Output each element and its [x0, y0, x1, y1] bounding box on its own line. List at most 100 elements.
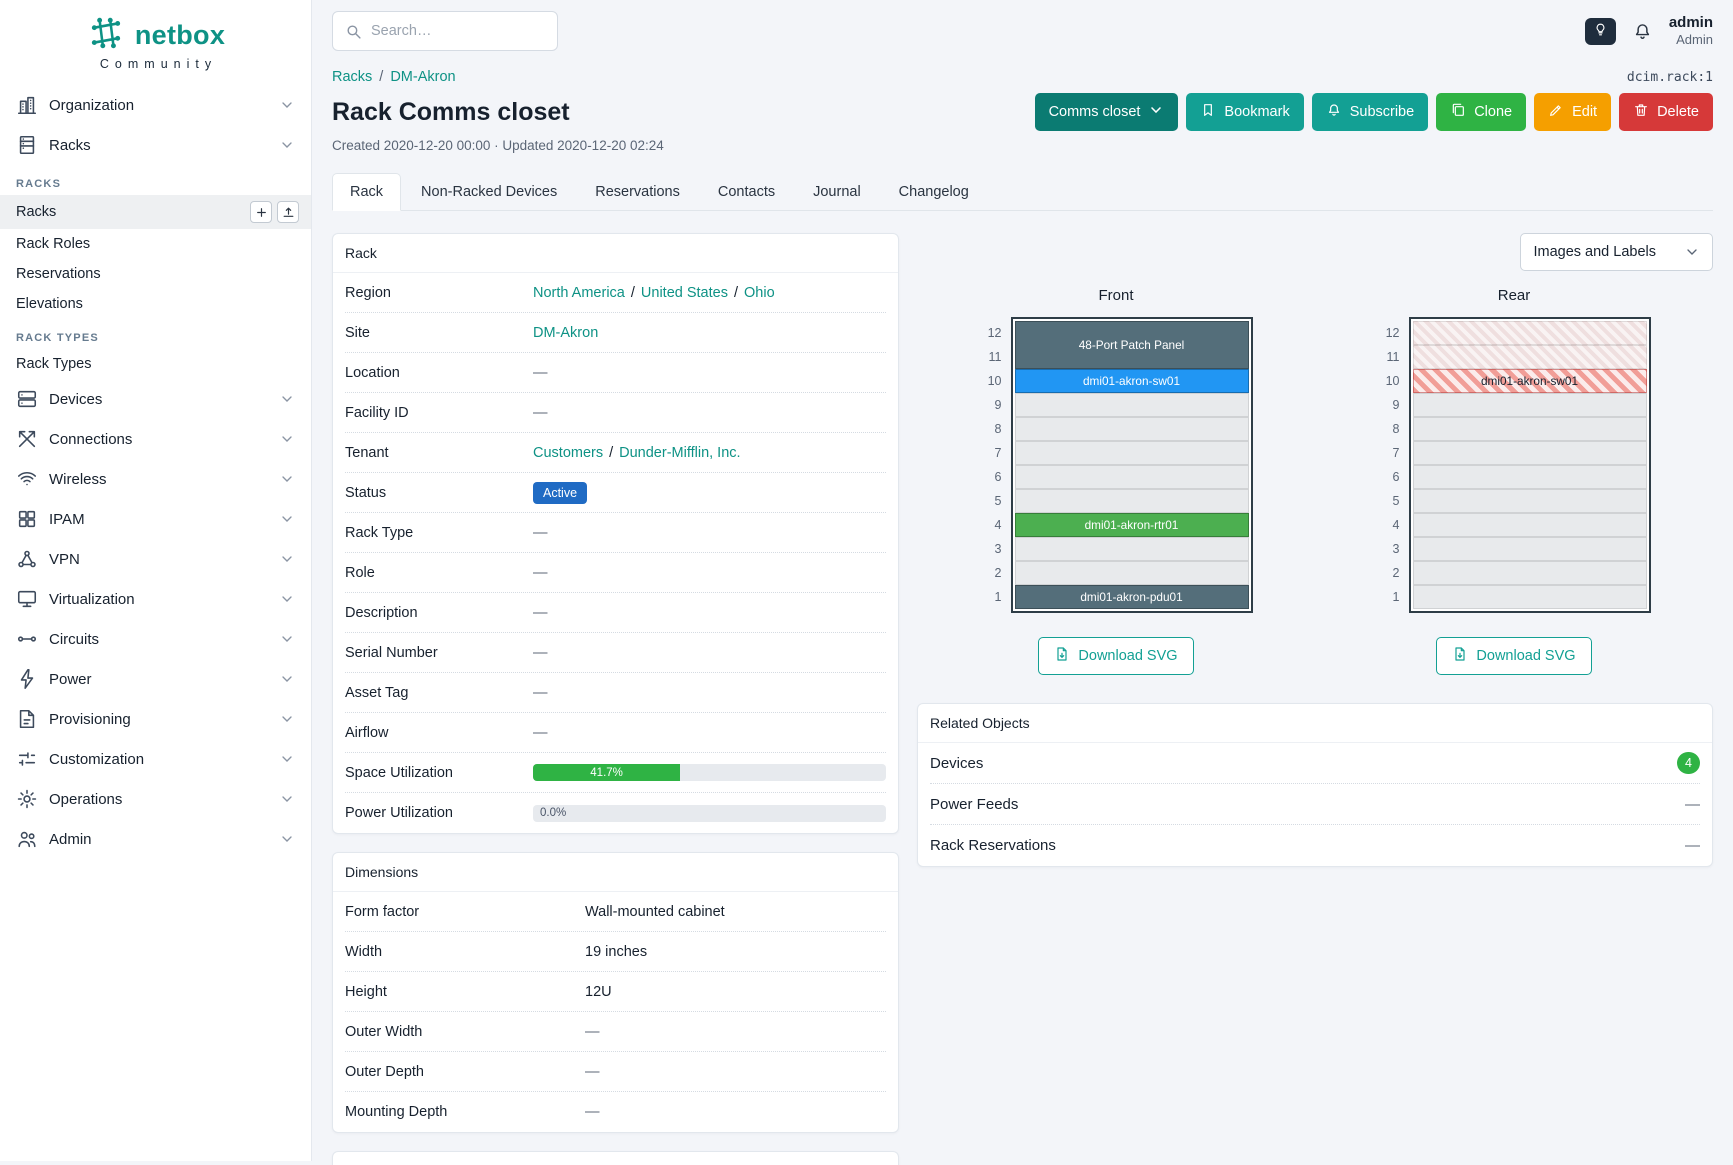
- region-link[interactable]: United States: [640, 284, 728, 301]
- related-power-feeds-row[interactable]: Power Feeds —: [930, 784, 1700, 825]
- breadcrumb-site-link[interactable]: DM-Akron: [390, 69, 456, 85]
- attr-row-tenant: Tenant Customers / Dunder-Mifflin, Inc.: [345, 433, 886, 473]
- tab-journal[interactable]: Journal: [813, 184, 861, 200]
- sidebar-item-power[interactable]: Power: [0, 659, 311, 699]
- rack-unit-empty: [1014, 537, 1249, 561]
- rack-unit-empty: [1014, 393, 1249, 417]
- sidebar-item-racks-list[interactable]: Racks: [0, 195, 311, 229]
- subscribe-button[interactable]: Subscribe: [1311, 93, 1429, 131]
- sidebar-item-devices[interactable]: Devices: [0, 379, 311, 419]
- sidebar-item-admin[interactable]: Admin: [0, 819, 311, 859]
- rack-unit-empty: [1412, 441, 1647, 465]
- sidebar-item-elevations[interactable]: Elevations: [0, 289, 311, 319]
- sidebar: netbox Community Organization Racks RACK…: [0, 0, 312, 1161]
- attr-value-text: Wall-mounted cabinet: [585, 903, 725, 920]
- user-menu[interactable]: admin Admin: [1669, 14, 1713, 48]
- attr-value-text: 19 inches: [585, 943, 648, 960]
- rear-elevation: Rear 12 11 10 9 8 7 6 5: [1315, 287, 1713, 675]
- object-id: dcim.rack:1: [1626, 69, 1713, 85]
- progress-label: 0.0%: [540, 807, 567, 819]
- search-input[interactable]: [371, 23, 545, 39]
- button-label: Download SVG: [1476, 648, 1576, 664]
- attr-value-text: 12U: [585, 983, 612, 1000]
- rack-device-pdu[interactable]: dmi01-akron-pdu01: [1014, 585, 1249, 609]
- clone-button[interactable]: Clone: [1436, 93, 1527, 131]
- related-rack-reservations-row[interactable]: Rack Reservations —: [930, 825, 1700, 866]
- chevron-down-icon: [1148, 102, 1164, 122]
- delete-button[interactable]: Delete: [1619, 93, 1713, 131]
- edit-button[interactable]: Edit: [1534, 93, 1612, 131]
- sidebar-item-ipam[interactable]: IPAM: [0, 499, 311, 539]
- empty-value: —: [533, 684, 548, 701]
- chevron-down-icon: [279, 631, 295, 647]
- bookmark-icon: [1200, 102, 1216, 122]
- sub-item-label: Rack Types: [16, 356, 92, 372]
- rack-device-switch-rear[interactable]: dmi01-akron-sw01: [1412, 369, 1647, 393]
- sidebar-item-racks[interactable]: Racks: [0, 125, 311, 165]
- sidebar-item-wireless[interactable]: Wireless: [0, 459, 311, 499]
- created-updated-meta: Created 2020-12-20 00:00 · Updated 2020-…: [332, 138, 664, 153]
- lightbulb-icon: [1593, 22, 1608, 40]
- unit-number: 8: [1392, 422, 1400, 436]
- theme-toggle-button[interactable]: [1584, 17, 1616, 45]
- breadcrumb-racks-link[interactable]: Racks: [332, 69, 373, 85]
- tenant-group-link[interactable]: Customers: [533, 444, 604, 461]
- add-button[interactable]: [250, 201, 272, 223]
- tenant-link[interactable]: Dunder-Mifflin, Inc.: [619, 444, 741, 461]
- attr-label: Site: [345, 324, 370, 341]
- region-link[interactable]: Ohio: [744, 284, 775, 301]
- global-search[interactable]: [332, 11, 558, 51]
- import-button[interactable]: [277, 201, 299, 223]
- elevation-toolbar: Images and Labels: [917, 233, 1713, 271]
- user-name: admin: [1668, 14, 1713, 32]
- sidebar-item-provisioning[interactable]: Provisioning: [0, 699, 311, 739]
- sub-item-actions: [250, 201, 299, 223]
- unit-number: 7: [994, 446, 1002, 460]
- sidebar-item-organization[interactable]: Organization: [0, 85, 311, 125]
- download-svg-front-button[interactable]: Download SVG: [1038, 637, 1194, 675]
- rack-unit-occupied-opposite-face: [1412, 345, 1647, 369]
- sub-item-label: Racks: [16, 204, 57, 220]
- sidebar-item-rack-roles[interactable]: Rack Roles: [0, 229, 311, 259]
- lightning-bolt-icon: [16, 668, 38, 690]
- sidebar-item-operations[interactable]: Operations: [0, 779, 311, 819]
- button-label: Bookmark: [1224, 104, 1290, 120]
- tab-rack[interactable]: Rack: [332, 173, 402, 211]
- rack-device-switch[interactable]: dmi01-akron-sw01: [1014, 369, 1249, 393]
- chevron-down-icon: [279, 751, 295, 767]
- elevation-view-select[interactable]: Images and Labels: [1520, 233, 1713, 271]
- rack-device-patch-panel[interactable]: 48-Port Patch Panel: [1014, 321, 1249, 369]
- bookmark-button[interactable]: Bookmark: [1186, 93, 1304, 131]
- dimensions-card: Dimensions Form factor Wall-mounted cabi…: [332, 852, 899, 1133]
- device-label: dmi01-akron-pdu01: [1080, 590, 1183, 604]
- sidebar-item-rack-types[interactable]: Rack Types: [0, 349, 311, 379]
- progress-label: 41.7%: [590, 766, 623, 779]
- tab-non-racked-devices[interactable]: Non-Racked Devices: [421, 184, 558, 200]
- sidebar-item-vpn[interactable]: VPN: [0, 539, 311, 579]
- sidebar-item-circuits[interactable]: Circuits: [0, 619, 311, 659]
- unit-number: 6: [1392, 470, 1400, 484]
- netbox-logo[interactable]: netbox Community: [0, 16, 311, 71]
- download-svg-rear-button[interactable]: Download SVG: [1436, 637, 1592, 675]
- unit-number: 8: [994, 422, 1002, 436]
- sidebar-item-connections[interactable]: Connections: [0, 419, 311, 459]
- sidebar-item-virtualization[interactable]: Virtualization: [0, 579, 311, 619]
- device-label: dmi01-akron-sw01: [1082, 374, 1181, 388]
- tab-changelog[interactable]: Changelog: [898, 184, 969, 200]
- region-link[interactable]: North America: [533, 284, 625, 301]
- comms-closet-dropdown[interactable]: Comms closet: [1034, 93, 1179, 131]
- tab-contacts[interactable]: Contacts: [717, 184, 776, 200]
- notifications-bell-icon[interactable]: [1632, 21, 1653, 42]
- related-devices-row[interactable]: Devices 4: [930, 743, 1700, 784]
- site-link[interactable]: DM-Akron: [533, 324, 599, 341]
- separator: /: [630, 284, 635, 301]
- sidebar-item-customization[interactable]: Customization: [0, 739, 311, 779]
- front-rack-diagram: 48-Port Patch Panel dmi01-akron-sw01 dmi…: [1010, 317, 1253, 613]
- unit-number: 11: [988, 350, 1002, 364]
- attr-row-site: Site DM-Akron: [345, 313, 886, 353]
- sidebar-item-reservations[interactable]: Reservations: [0, 259, 311, 289]
- rack-device-router[interactable]: dmi01-akron-rtr01: [1014, 513, 1249, 537]
- tab-reservations[interactable]: Reservations: [595, 184, 680, 200]
- elevation-title: Front: [1098, 287, 1134, 304]
- front-elevation: Front 12 11 10 9 8 7 6 5: [917, 287, 1315, 675]
